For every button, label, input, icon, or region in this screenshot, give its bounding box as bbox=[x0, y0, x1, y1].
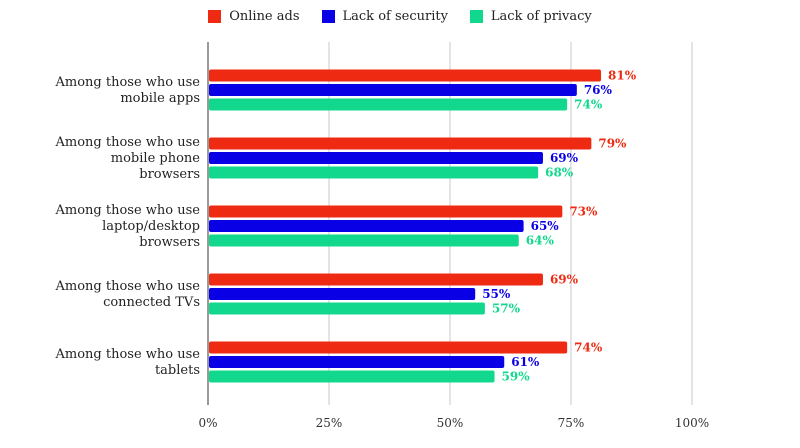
bar bbox=[209, 234, 519, 247]
bar bbox=[209, 137, 592, 150]
category-label: Among those who use bbox=[55, 135, 201, 150]
legend: Online ads Lack of security Lack of privac… bbox=[0, 9, 800, 24]
bar bbox=[209, 370, 495, 383]
x-tick-label: 50% bbox=[437, 416, 464, 430]
bar bbox=[209, 220, 524, 232]
bar bbox=[209, 166, 539, 179]
bar bbox=[209, 205, 563, 218]
category-label: mobile apps bbox=[120, 91, 200, 106]
data-label: 74% bbox=[574, 341, 603, 355]
legend-swatch bbox=[208, 10, 222, 23]
data-label: 73% bbox=[569, 205, 598, 219]
bar bbox=[209, 341, 568, 354]
data-label: 64% bbox=[526, 234, 555, 248]
category-label: laptop/desktop bbox=[102, 219, 200, 234]
x-tick-label: 75% bbox=[558, 416, 585, 430]
bar bbox=[209, 152, 543, 164]
data-label: 81% bbox=[608, 69, 637, 83]
x-tick-label: 25% bbox=[316, 416, 343, 430]
data-label: 57% bbox=[492, 302, 521, 316]
legend-label: Lack of security bbox=[342, 9, 448, 24]
data-label: 69% bbox=[550, 273, 579, 287]
category-label: tablets bbox=[155, 363, 200, 378]
category-label: connected TVs bbox=[103, 295, 200, 310]
bar bbox=[209, 84, 577, 96]
x-tick-label: 100% bbox=[675, 416, 709, 430]
data-label: 79% bbox=[598, 137, 627, 151]
category-label: browsers bbox=[139, 167, 200, 182]
legend-label: Lack of privacy bbox=[490, 9, 592, 24]
data-label: 68% bbox=[545, 166, 574, 180]
legend-label: Online ads bbox=[229, 9, 300, 24]
category-label: browsers bbox=[139, 235, 200, 250]
data-label: 65% bbox=[531, 219, 560, 233]
category-label: Among those who use bbox=[55, 347, 201, 362]
category-label: Among those who use bbox=[55, 75, 201, 90]
legend-swatch bbox=[469, 10, 483, 23]
x-tick-label: 0% bbox=[198, 416, 217, 430]
data-label: 76% bbox=[584, 83, 613, 97]
data-label: 61% bbox=[511, 355, 540, 369]
bar bbox=[209, 69, 602, 82]
bar bbox=[209, 273, 543, 286]
legend-swatch bbox=[321, 10, 335, 23]
legend-item: Lack of privacy bbox=[469, 9, 592, 24]
legend-item: Lack of security bbox=[321, 9, 448, 24]
data-label: 69% bbox=[550, 151, 579, 165]
category-label: Among those who use bbox=[55, 279, 201, 294]
bar bbox=[209, 302, 485, 315]
category-label: mobile phone bbox=[111, 151, 201, 166]
bar bbox=[209, 288, 476, 300]
bar bbox=[209, 356, 505, 368]
data-label: 74% bbox=[574, 98, 603, 112]
data-label: 59% bbox=[502, 370, 531, 384]
bar bbox=[209, 98, 568, 111]
category-label: Among those who use bbox=[55, 203, 201, 218]
legend-item: Online ads bbox=[208, 9, 300, 24]
data-label: 55% bbox=[482, 287, 511, 301]
